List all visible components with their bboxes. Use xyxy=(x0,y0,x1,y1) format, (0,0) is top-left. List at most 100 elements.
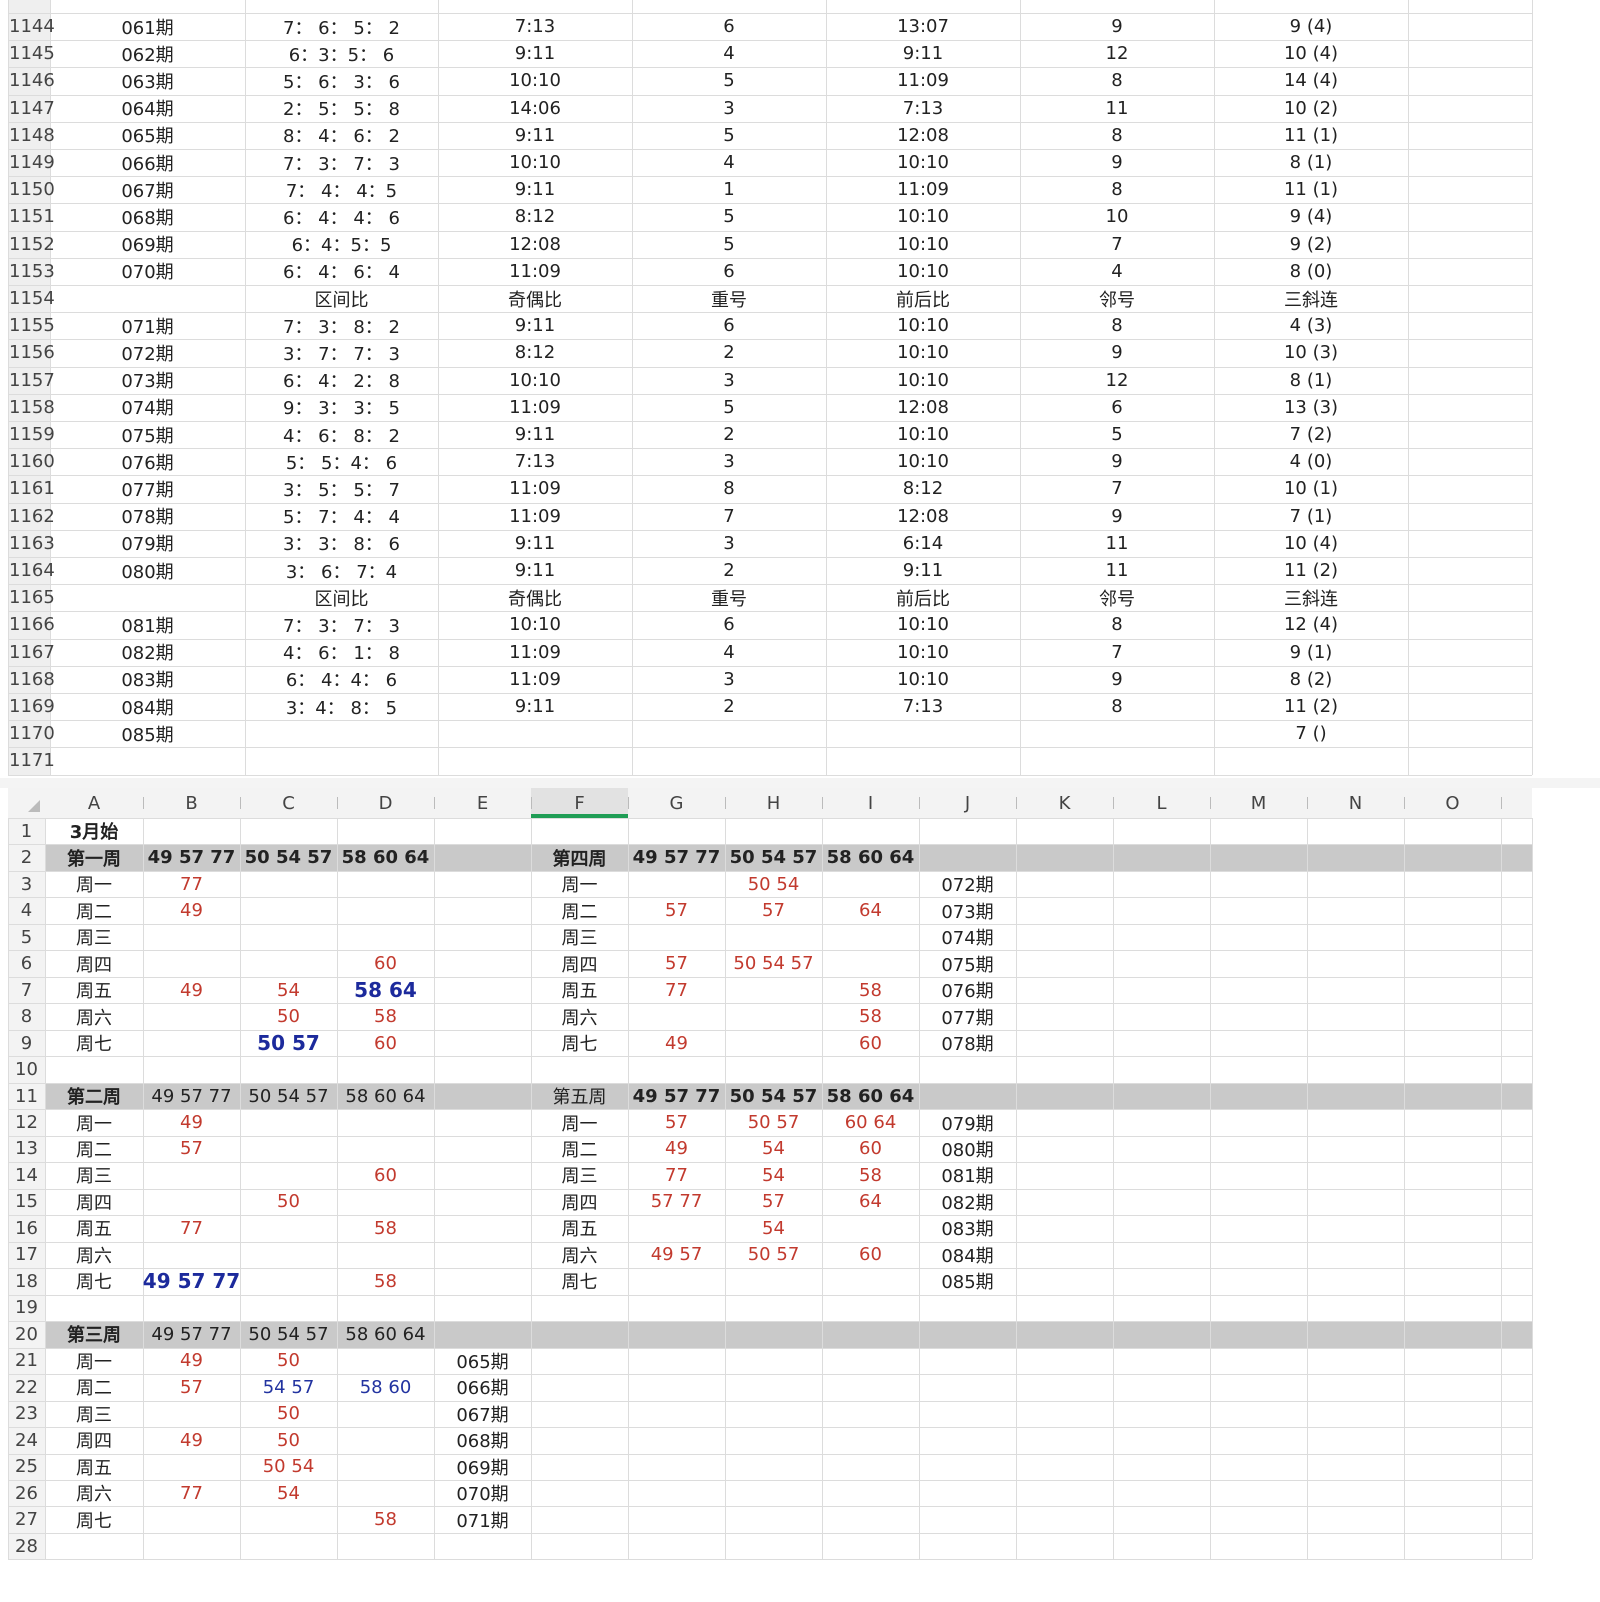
cell-text: 11 (1) xyxy=(1283,179,1339,201)
column-letter: M xyxy=(1250,792,1267,814)
cell-text: 周七 xyxy=(561,1272,598,1294)
grid-line xyxy=(8,203,1532,205)
cell-text: 083期 xyxy=(941,1219,994,1241)
cell-text: 3 xyxy=(723,668,735,690)
grid-line xyxy=(8,693,1532,694)
cell-text: 4： 6： 1： 8 xyxy=(283,643,400,665)
cell-text: 54 xyxy=(762,1164,785,1186)
cell-text: 11 xyxy=(1105,97,1129,119)
cell-text: 10:10 xyxy=(897,152,949,174)
cell-text: 068期 xyxy=(456,1431,509,1453)
grid-line xyxy=(8,774,1532,776)
cell-text: 8 xyxy=(1111,696,1123,718)
cell-text: 10:10 xyxy=(897,641,949,663)
cell-text: 58 xyxy=(374,1509,397,1531)
cell-text: 4 xyxy=(723,641,735,663)
cell-text: 9:11 xyxy=(902,43,944,65)
cell-text: 075期 xyxy=(941,954,994,976)
cell-text: 8 (2) xyxy=(1289,668,1333,690)
column-separator xyxy=(143,797,144,809)
cell-text: 11:09 xyxy=(509,396,561,418)
cell-text: 9 xyxy=(1111,152,1123,174)
grid-line xyxy=(8,870,1532,872)
cell-text: 10:10 xyxy=(509,614,561,636)
cell-text: 2 xyxy=(723,696,735,718)
grid-line xyxy=(8,818,1532,819)
cell-text: 11:09 xyxy=(509,260,561,282)
cell-text: 7： 3： 7： 3 xyxy=(283,615,400,637)
grid-line xyxy=(1408,0,1409,775)
grid-line xyxy=(826,0,827,775)
cell-text: 3： 7： 7： 3 xyxy=(283,343,400,365)
cell-text: 10:10 xyxy=(897,668,949,690)
grid-line xyxy=(8,1374,1532,1376)
cell-text: 第二周 xyxy=(67,1087,121,1109)
grid-line xyxy=(8,448,1532,450)
row-number: 16 xyxy=(15,1217,38,1239)
cell-text: 10:10 xyxy=(509,369,561,391)
cell-text: 周六 xyxy=(561,1007,598,1029)
cell-text: 54 xyxy=(277,979,300,1001)
row-number: 1146 xyxy=(9,70,55,92)
cell-text: 57 xyxy=(665,1112,688,1133)
cell-text: 周七 xyxy=(76,1272,112,1294)
grid-line xyxy=(50,0,51,775)
cell-text: 9:11 xyxy=(514,179,556,201)
grid-line xyxy=(8,638,1532,640)
column-separator xyxy=(628,797,629,809)
cell-text: 6 xyxy=(723,614,735,636)
grid-line xyxy=(8,94,1532,96)
grid-line xyxy=(632,0,633,775)
row-number: 1145 xyxy=(9,43,55,65)
column-letter: L xyxy=(1156,792,1167,814)
cell-text: 14:06 xyxy=(509,97,561,119)
cell-text: 第三周 xyxy=(67,1325,121,1347)
cell-text: 069期 xyxy=(121,235,174,257)
cell-text: 6： 4： 6： 4 xyxy=(283,262,400,284)
cell-text: 081期 xyxy=(121,615,174,637)
cell-text: 58 64 xyxy=(354,978,417,1003)
cell-text: 3 xyxy=(723,97,735,119)
cell-text: 10 (4) xyxy=(1283,43,1339,65)
header-band xyxy=(45,844,1532,871)
cell-text: 三斜连 xyxy=(1284,588,1338,610)
cell-text: 079期 xyxy=(941,1113,994,1135)
column-separator xyxy=(1501,797,1502,809)
column-separator xyxy=(1113,797,1114,809)
cell-text: 7 (2) xyxy=(1289,424,1333,446)
column-separator xyxy=(1307,797,1308,809)
cell-text: 3： 3： 8： 6 xyxy=(283,534,400,556)
grid-line xyxy=(8,923,1532,925)
grid-line xyxy=(8,747,1532,749)
grid-line xyxy=(8,1506,1532,1508)
cell-text: 074期 xyxy=(941,928,994,950)
cell-text: 邻号 xyxy=(1099,588,1135,610)
row-number: 1169 xyxy=(9,696,55,718)
column-separator xyxy=(337,797,338,809)
cell-text: 5 xyxy=(1111,424,1123,446)
cell-text: 6：4：5：5 xyxy=(291,235,392,257)
cell-text: 10:10 xyxy=(897,233,949,255)
column-letter: D xyxy=(378,792,393,814)
cell-text: 50 54 57 xyxy=(733,953,814,975)
grid-line xyxy=(8,1056,1532,1058)
cell-text: 9 xyxy=(1111,451,1123,473)
cell-text: 071期 xyxy=(456,1510,509,1532)
column-separator xyxy=(240,797,241,809)
cell-text: 50 54 57 xyxy=(729,1085,818,1107)
cell-text: 11:09 xyxy=(509,641,561,663)
cell-text: 58 60 64 xyxy=(826,847,915,869)
cell-text: 065期 xyxy=(456,1351,509,1373)
cell-text: 周五 xyxy=(561,1219,598,1241)
cell-text: 10:10 xyxy=(897,614,949,636)
cell-text: 60 xyxy=(859,1138,882,1160)
cell-text: 5： 6： 3： 6 xyxy=(283,71,400,93)
cell-text: 075期 xyxy=(121,425,174,447)
cell-text: 5： 5：4： 6 xyxy=(285,452,398,474)
cell-text: 58 xyxy=(374,1006,397,1028)
grid-line xyxy=(8,611,1532,613)
cell-text: 重号 xyxy=(711,588,747,610)
row-number: 1164 xyxy=(9,560,55,582)
cell-text: 5 xyxy=(723,233,735,255)
cell-text: 6： 4：4： 6 xyxy=(285,670,398,692)
